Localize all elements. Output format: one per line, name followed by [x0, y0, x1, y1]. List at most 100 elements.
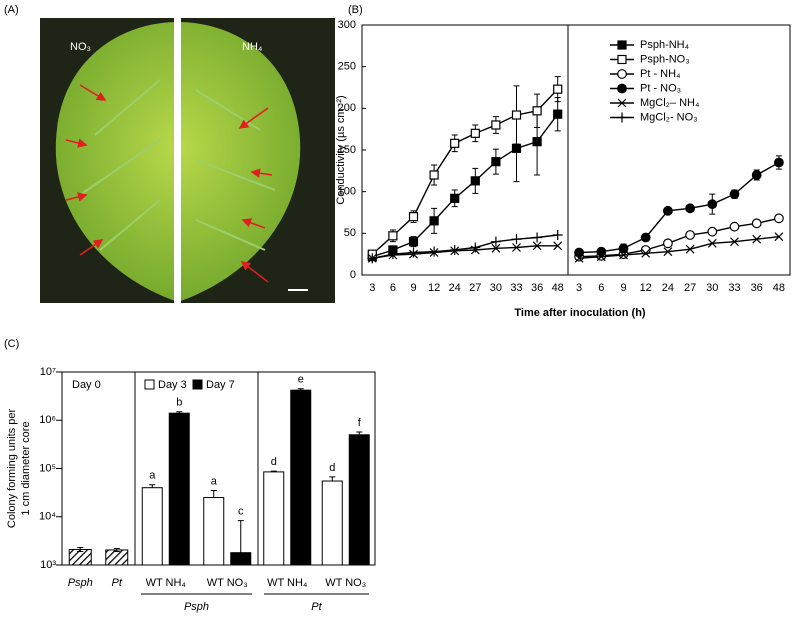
marker: [617, 83, 627, 94]
error-bar: [210, 489, 217, 498]
significance-letter: d: [329, 462, 335, 474]
x-tick-label: WT NH₄: [267, 577, 308, 589]
x-tick-label: 33: [510, 282, 522, 294]
y-tick-label: 150: [338, 144, 356, 156]
marker: [729, 221, 740, 232]
marker: [617, 54, 627, 65]
legend-label: MgCl₂- NO₃: [640, 111, 698, 123]
marker: [388, 231, 398, 241]
bar: [230, 552, 252, 566]
panel-label: (B): [348, 4, 363, 16]
marker: [491, 157, 501, 167]
x-tick-label: 30: [490, 282, 502, 294]
x-tick-label: 27: [684, 282, 696, 294]
plot-frame: [567, 24, 791, 276]
marker: [532, 232, 543, 243]
y-axis-label: Conductivity (µs cm⁻²): [335, 95, 347, 204]
x-tick-label: Psph: [68, 577, 93, 589]
error-bar: [113, 547, 120, 553]
marker: [774, 157, 784, 168]
marker: [685, 203, 695, 214]
error-bar: [329, 476, 336, 482]
bar: [290, 389, 312, 566]
y-axis-label: Colony forming units per: [6, 409, 18, 529]
y-tick-label: 200: [338, 102, 356, 114]
y-tick-label: 0: [350, 269, 356, 281]
x-tick-label: 33: [728, 282, 740, 294]
marker: [663, 247, 673, 257]
legend-label: Pt - NO₃: [640, 82, 681, 94]
marker: [640, 232, 651, 243]
marker: [470, 242, 481, 253]
x-tick-label: 27: [469, 282, 481, 294]
series-line: [579, 161, 780, 254]
x-tick-label: WT NH₄: [146, 577, 187, 589]
series-line: [579, 217, 780, 258]
bar: [263, 471, 285, 566]
marker: [751, 218, 762, 229]
y-tick-label: 100: [338, 186, 356, 198]
x-tick-label: 12: [640, 282, 652, 294]
significance-letter: a: [149, 470, 156, 482]
marker: [449, 245, 460, 255]
photo-label: NO₃: [70, 41, 91, 53]
y-tick-label: 10⁴: [39, 511, 56, 523]
marker: [532, 106, 542, 116]
marker: [408, 237, 419, 247]
y-tick-label: 300: [338, 19, 356, 31]
marker: [470, 176, 480, 186]
marker: [450, 138, 460, 148]
x-tick-label: 6: [390, 282, 396, 294]
panel-title: Day 0: [72, 379, 101, 391]
marker: [685, 230, 695, 240]
marker: [532, 137, 542, 147]
marker: [553, 84, 563, 94]
marker: [470, 128, 480, 138]
marker: [730, 237, 739, 247]
marker: [574, 253, 584, 263]
marker: [641, 248, 651, 258]
series-line: [579, 235, 779, 260]
marker: [617, 40, 627, 50]
error-bar: [270, 470, 277, 472]
plot-frame: [61, 371, 136, 566]
significance-letter: e: [298, 374, 304, 386]
x-tick-label: 6: [598, 282, 604, 294]
photo-label: NH₄: [242, 41, 263, 53]
y-tick-label: 10⁵: [39, 462, 56, 474]
significance-letter: b: [176, 397, 182, 409]
marker: [707, 199, 718, 210]
marker: [511, 110, 522, 120]
marker: [429, 216, 439, 226]
legend-label: Day 7: [206, 379, 235, 391]
marker: [429, 246, 440, 257]
x-tick-label: 30: [706, 282, 718, 294]
marker: [751, 170, 762, 180]
marker: [408, 247, 419, 258]
x-tick-label: 9: [620, 282, 626, 294]
marker: [685, 244, 695, 254]
marker: [617, 69, 627, 79]
marker: [491, 243, 501, 253]
error-bar: [237, 520, 244, 553]
x-tick-label: WT NO₃: [207, 577, 248, 589]
group-label: Pt: [311, 601, 322, 613]
series-line: [372, 113, 559, 258]
marker: [429, 170, 439, 180]
marker: [617, 112, 627, 123]
marker: [774, 213, 784, 224]
marker: [774, 232, 784, 242]
significance-letter: c: [238, 506, 244, 518]
bar: [168, 412, 190, 566]
x-tick-label: 9: [410, 282, 416, 294]
x-tick-label: 36: [751, 282, 763, 294]
marker: [532, 241, 542, 251]
marker: [511, 234, 522, 245]
significance-letter: a: [211, 475, 218, 487]
y-tick-label: 10³: [40, 559, 56, 571]
x-tick-label: 48: [773, 282, 785, 294]
error-bar: [77, 547, 84, 553]
series-line: [371, 88, 559, 255]
legend-label: MgCl₂– NH₄: [640, 97, 700, 109]
x-tick-label: 12: [428, 282, 440, 294]
